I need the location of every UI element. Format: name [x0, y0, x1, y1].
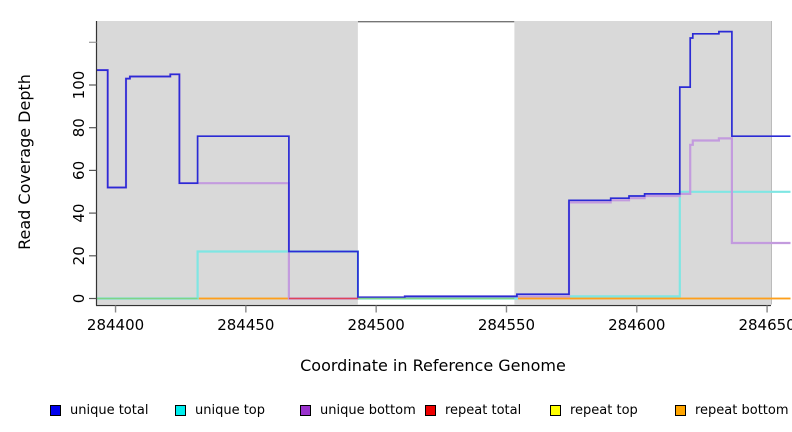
- legend-label: repeat total: [445, 402, 522, 418]
- legend-item-unique-total: unique total: [50, 403, 175, 418]
- series-unique-total-line: [96, 30, 791, 299]
- x-axis-title: Coordinate in Reference Genome: [300, 356, 566, 375]
- legend-item-repeat-total: repeat total: [425, 403, 550, 418]
- x-tick-label: 284600: [608, 316, 665, 334]
- legend-swatch-repeat-total-icon: [425, 404, 436, 416]
- legend-swatch-unique-bottom-icon: [300, 404, 311, 416]
- legend-item-repeat-top: repeat top: [550, 403, 675, 418]
- x-tick-label: 284650: [738, 316, 792, 334]
- y-tick-label: 20: [70, 246, 88, 265]
- y-tick-label: 80: [70, 118, 88, 137]
- x-tick-label: 284500: [348, 316, 405, 334]
- legend-item-unique-bottom: unique bottom: [300, 403, 425, 418]
- legend-swatch-unique-top-icon: [175, 404, 186, 416]
- y-tick-label: 60: [70, 161, 88, 180]
- legend-swatch-unique-total-icon: [50, 404, 61, 416]
- legend-item-unique-top: unique top: [175, 403, 300, 418]
- y-tick-label: 100: [70, 71, 88, 100]
- legend-label: repeat bottom: [695, 402, 789, 418]
- legend-swatch-repeat-top-icon: [550, 404, 561, 416]
- covered-region-panel-2: [514, 21, 771, 305]
- x-tick-label: 284550: [478, 316, 535, 334]
- legend: unique total unique top unique bottom repea…: [50, 398, 792, 422]
- x-tick-label: 284450: [217, 316, 274, 334]
- axes: 0 20 40 60 80 100 284400 284450 284500 284550 2846…: [70, 21, 792, 334]
- legend-label: unique bottom: [320, 402, 416, 418]
- legend-label: repeat top: [570, 402, 638, 418]
- y-axis-title: Read Coverage Depth: [15, 74, 34, 250]
- gap-region-panel: [357, 21, 515, 305]
- legend-swatch-repeat-bottom-icon: [675, 404, 686, 416]
- x-tick-label: 284400: [87, 316, 144, 334]
- y-tick-label: 0: [70, 294, 88, 304]
- y-tick-label: 40: [70, 204, 88, 223]
- legend-label: unique total: [70, 402, 149, 418]
- legend-item-repeat-bottom: repeat bottom: [675, 403, 792, 418]
- covered-region-panel-1: [96, 21, 358, 305]
- legend-label: unique top: [195, 402, 266, 418]
